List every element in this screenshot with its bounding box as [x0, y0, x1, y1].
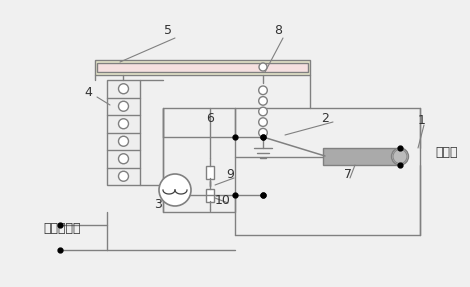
Circle shape: [258, 97, 267, 105]
Text: 7: 7: [344, 168, 352, 181]
Circle shape: [258, 128, 267, 137]
Text: 1: 1: [418, 113, 426, 127]
Bar: [206, 189, 214, 202]
Circle shape: [118, 171, 128, 181]
Bar: [163, 108, 235, 212]
Text: 10: 10: [215, 193, 231, 207]
Circle shape: [118, 119, 128, 129]
Bar: [323, 148, 400, 165]
Circle shape: [159, 174, 191, 206]
Circle shape: [393, 150, 407, 164]
Text: 9: 9: [226, 168, 234, 181]
Circle shape: [258, 118, 267, 126]
Circle shape: [258, 107, 267, 116]
Circle shape: [118, 154, 128, 164]
Circle shape: [259, 63, 267, 71]
Bar: [95, 60, 310, 75]
Circle shape: [118, 136, 128, 146]
Circle shape: [392, 148, 408, 165]
Text: 接用电设备: 接用电设备: [43, 222, 80, 234]
Circle shape: [258, 86, 267, 95]
Text: 2: 2: [321, 112, 329, 125]
Text: 4: 4: [84, 86, 92, 98]
Text: 3: 3: [154, 199, 162, 212]
Text: 6: 6: [206, 112, 214, 125]
Text: 8: 8: [274, 24, 282, 36]
Text: 5: 5: [164, 24, 172, 36]
Bar: [107, 80, 140, 185]
Circle shape: [118, 84, 128, 94]
Bar: [97, 63, 308, 72]
Text: 接电源: 接电源: [435, 146, 457, 158]
Bar: [206, 166, 214, 179]
Circle shape: [118, 101, 128, 111]
